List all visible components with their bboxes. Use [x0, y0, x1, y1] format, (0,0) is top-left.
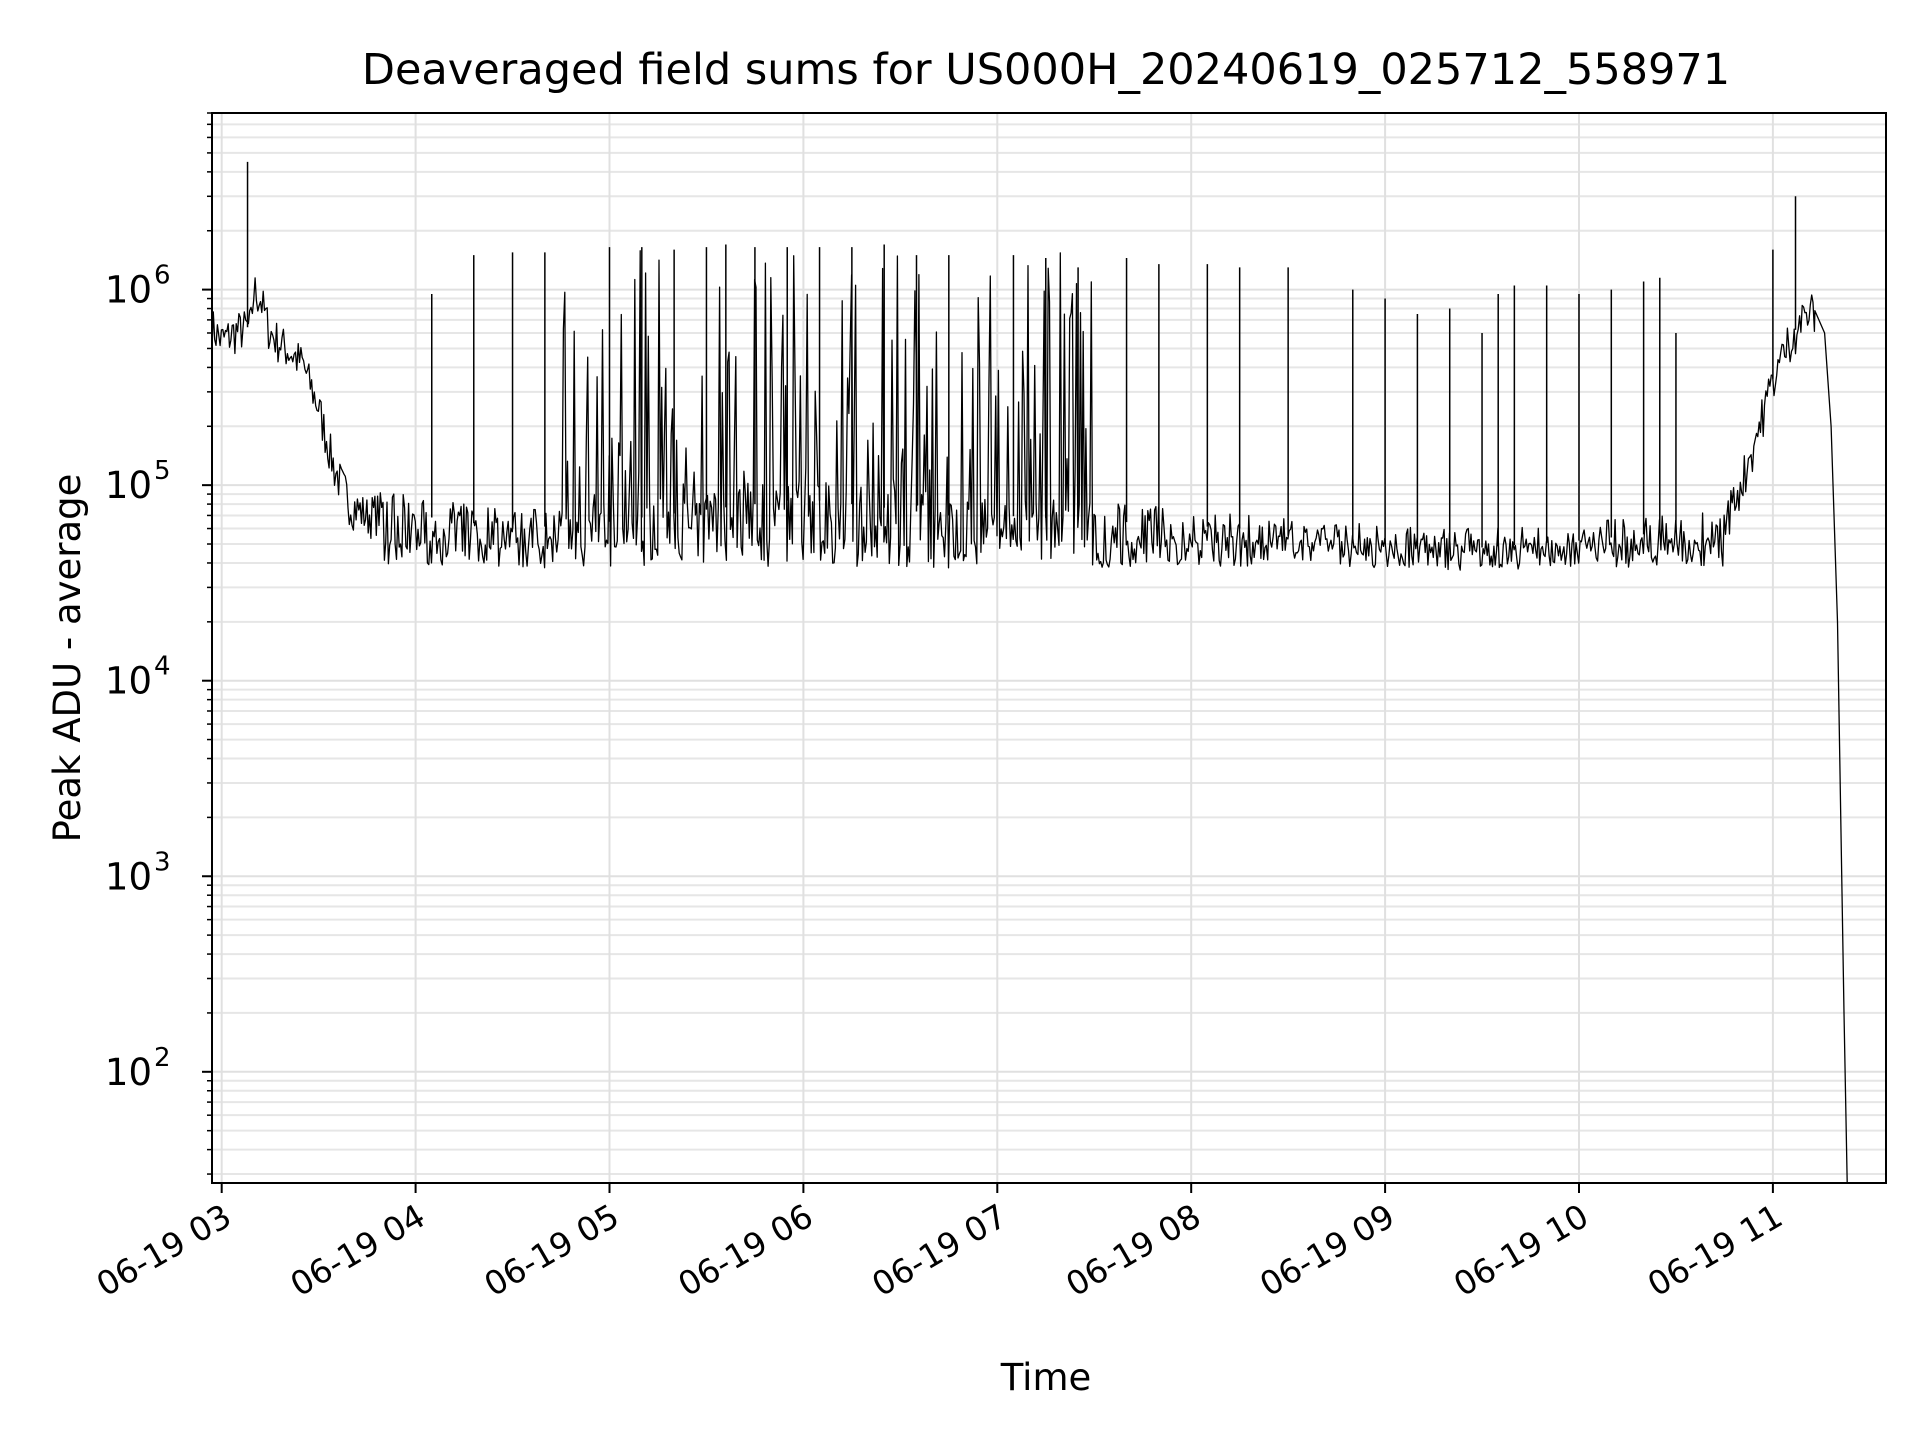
y-tick-exponent: 5 — [154, 456, 171, 486]
x-axis-label: Time — [1000, 1356, 1092, 1399]
y-tick-label: 10 — [105, 855, 152, 898]
y-tick-exponent: 6 — [154, 261, 171, 291]
y-tick-exponent: 3 — [154, 847, 171, 877]
series-line — [211, 250, 1848, 1184]
y-tick-label: 10 — [105, 269, 152, 312]
chart-title: Deaveraged field sums for US000H_2024061… — [362, 45, 1730, 95]
y-tick-label: 10 — [105, 464, 152, 507]
y-tick-label: 10 — [105, 1051, 152, 1094]
y-tick-exponent: 4 — [154, 652, 171, 682]
y-axis-label: Peak ADU - average — [46, 474, 89, 843]
axes-frame — [211, 112, 1887, 1184]
y-tick-label: 10 — [105, 660, 152, 703]
plot-area — [211, 161, 1848, 1184]
grid — [212, 112, 1886, 1183]
y-tick-exponent: 2 — [154, 1043, 171, 1073]
